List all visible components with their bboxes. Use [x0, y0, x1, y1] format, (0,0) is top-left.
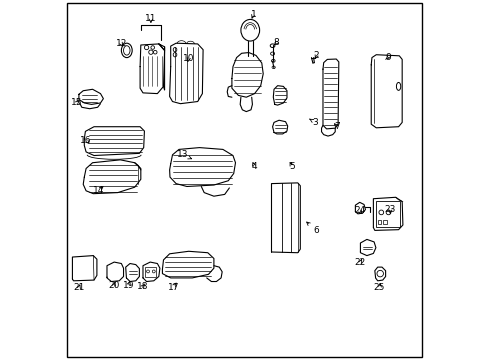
- Text: 12: 12: [116, 40, 127, 49]
- Text: 22: 22: [354, 258, 366, 266]
- Text: 11: 11: [145, 14, 156, 23]
- Text: 9: 9: [384, 53, 390, 62]
- Text: 14: 14: [93, 186, 104, 195]
- Text: 3: 3: [309, 118, 318, 127]
- Text: 20: 20: [108, 281, 120, 289]
- Text: 8: 8: [273, 38, 279, 47]
- Bar: [383, 220, 386, 224]
- Bar: [145, 267, 156, 277]
- Text: 2: 2: [313, 51, 319, 60]
- Text: 6: 6: [306, 222, 318, 235]
- Bar: [377, 220, 381, 224]
- Text: 18: 18: [137, 282, 148, 291]
- Text: 7: 7: [334, 122, 340, 131]
- Text: 15: 15: [71, 98, 82, 107]
- Text: 10: 10: [183, 54, 194, 63]
- Text: 17: 17: [167, 283, 179, 292]
- Text: 21: 21: [73, 284, 84, 292]
- Text: 23: 23: [384, 205, 395, 214]
- Text: 19: 19: [122, 281, 134, 289]
- Text: 1: 1: [250, 10, 256, 19]
- Text: 24: 24: [353, 206, 365, 215]
- Text: 25: 25: [373, 284, 385, 292]
- Text: 13: 13: [177, 150, 191, 159]
- Text: 4: 4: [251, 162, 257, 171]
- Text: 16: 16: [80, 136, 92, 145]
- Bar: [375, 201, 399, 227]
- Text: 5: 5: [288, 162, 294, 171]
